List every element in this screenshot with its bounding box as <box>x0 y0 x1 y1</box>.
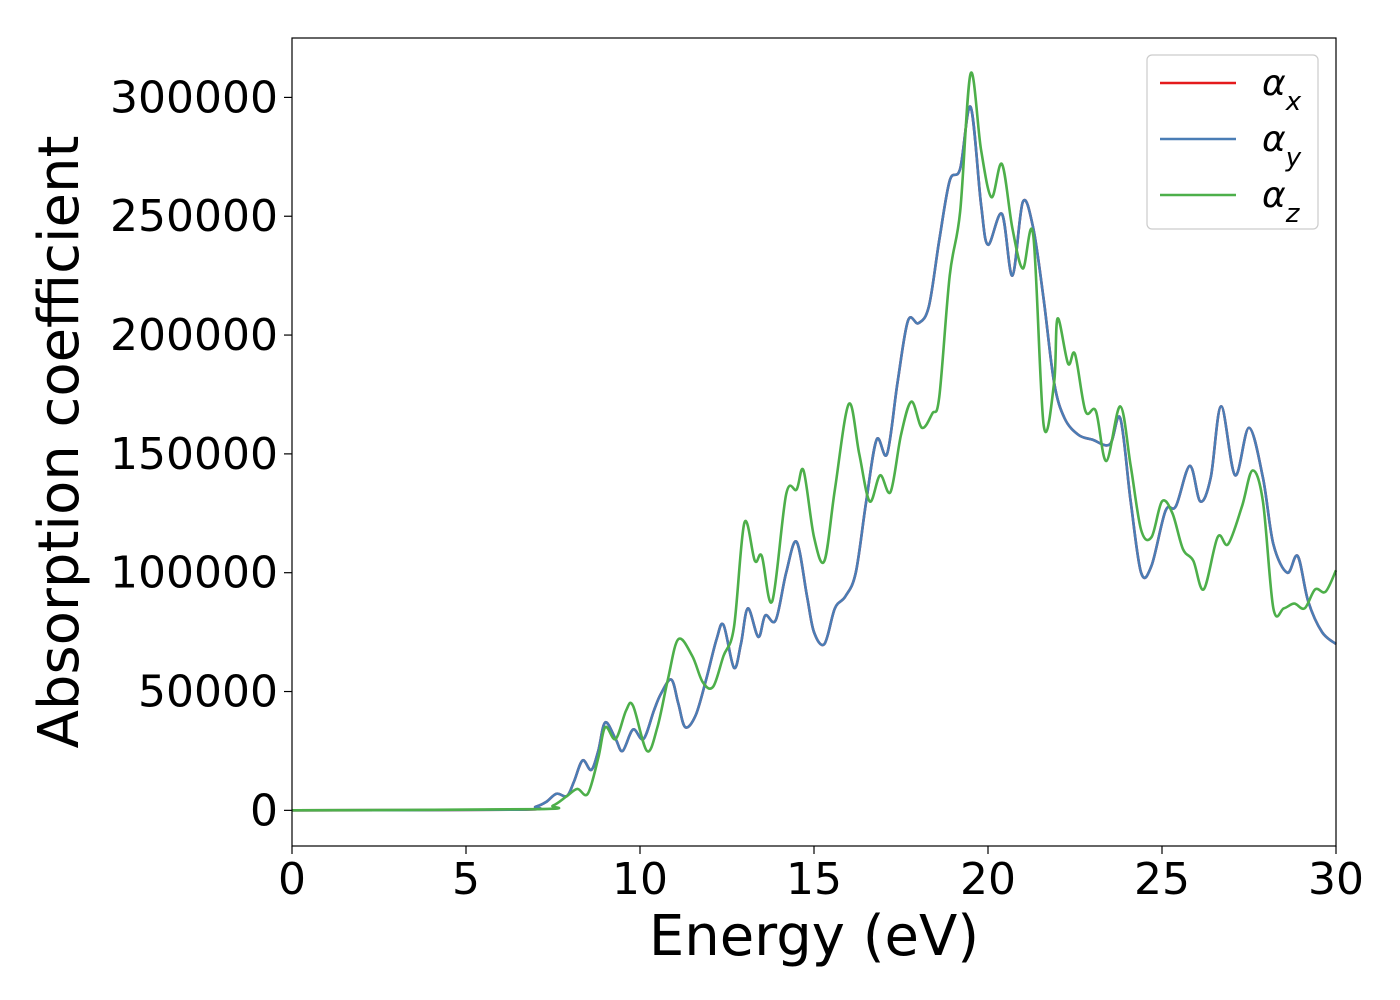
y-tick-label: 0 <box>250 785 278 836</box>
y-tick-label: 100000 <box>110 548 278 599</box>
x-tick-label: 0 <box>278 854 306 905</box>
legend-symbol: α <box>1262 119 1286 160</box>
x-tick-label: 20 <box>960 854 1016 905</box>
legend-subscript: x <box>1285 87 1302 117</box>
y-tick-label: 250000 <box>110 191 278 242</box>
y-axis-ticks: 0 50000 100000 150000 200000 250000 300000 <box>110 72 292 836</box>
y-axis-title: Absorption coefficient <box>27 136 92 749</box>
x-tick-label: 5 <box>452 854 480 905</box>
x-axis-title: Energy (eV) <box>649 904 979 969</box>
x-tick-label: 15 <box>786 854 842 905</box>
legend-subscript: z <box>1285 199 1301 229</box>
y-tick-label: 200000 <box>110 310 278 361</box>
y-tick-label: 300000 <box>110 72 278 123</box>
legend-subscript: y <box>1285 143 1302 173</box>
x-tick-label: 10 <box>612 854 668 905</box>
y-tick-label: 50000 <box>138 667 278 718</box>
x-tick-label: 25 <box>1134 854 1190 905</box>
legend-symbol: α <box>1262 63 1286 104</box>
x-axis-ticks: 0 5 10 15 20 25 30 <box>278 846 1364 905</box>
x-tick-label: 30 <box>1308 854 1364 905</box>
y-tick-label: 150000 <box>110 429 278 480</box>
legend-symbol: α <box>1262 175 1286 216</box>
